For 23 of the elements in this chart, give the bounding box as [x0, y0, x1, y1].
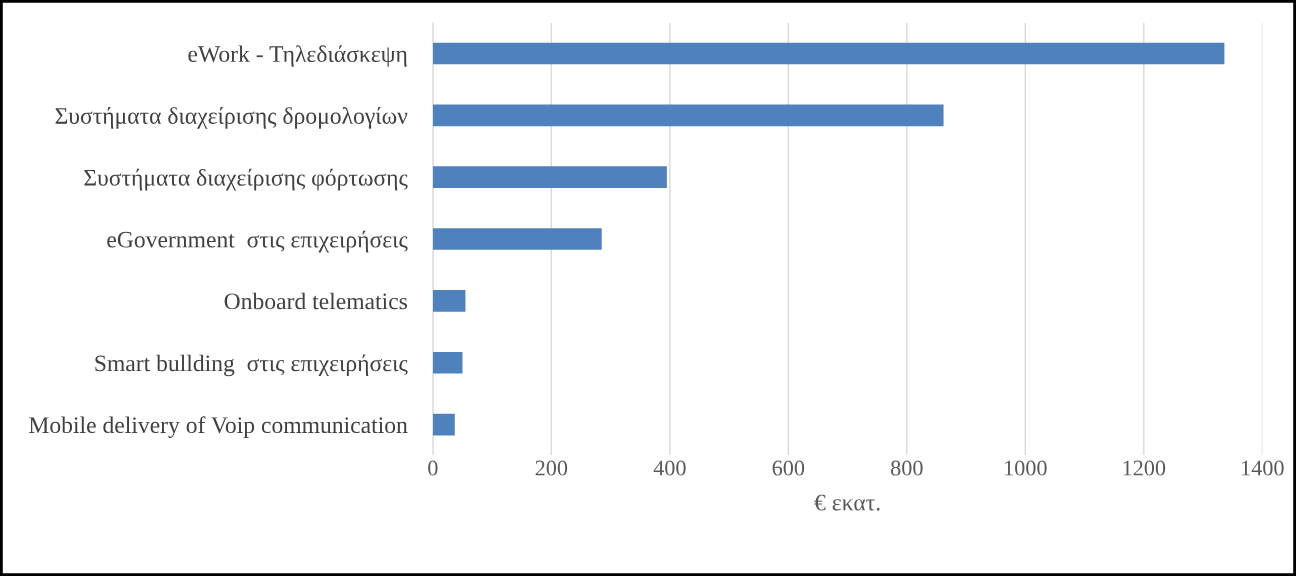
y-tick-label: eWork - Τηλεδιάσκεψη	[188, 45, 407, 67]
x-tick-label: 1200	[1123, 460, 1166, 476]
bar	[432, 228, 602, 250]
bar	[432, 42, 1225, 65]
y-tick-label: Smart bullding στις επιχειρήσεις	[95, 354, 408, 377]
x-tick-label: 1000	[1005, 460, 1047, 476]
bar	[432, 290, 466, 312]
x-tick-label: 200	[535, 460, 568, 476]
x-axis-title: € εκατ.	[814, 494, 880, 511]
x-tick-label: 0	[428, 460, 438, 476]
bar	[432, 413, 455, 436]
x-tick-label: 400	[653, 460, 686, 476]
bar	[432, 166, 667, 189]
x-tick-label: 600	[772, 460, 805, 476]
bar	[432, 104, 944, 127]
y-tick-label: Mobile delivery of Voip communication	[29, 416, 408, 438]
y-tick-label: Συστήματα διαχείρισης φόρτωσης	[84, 168, 408, 191]
y-tick-label: Συστήματα διαχείρισης δρομολογίων	[55, 107, 408, 129]
bar	[432, 351, 463, 374]
x-tick-label: 1400	[1242, 460, 1284, 476]
y-tick-label: Onboard telematics	[224, 292, 407, 310]
x-tick-label: 800	[891, 460, 923, 476]
y-tick-label: eGovernment στις επιχειρήσεις	[107, 230, 408, 253]
